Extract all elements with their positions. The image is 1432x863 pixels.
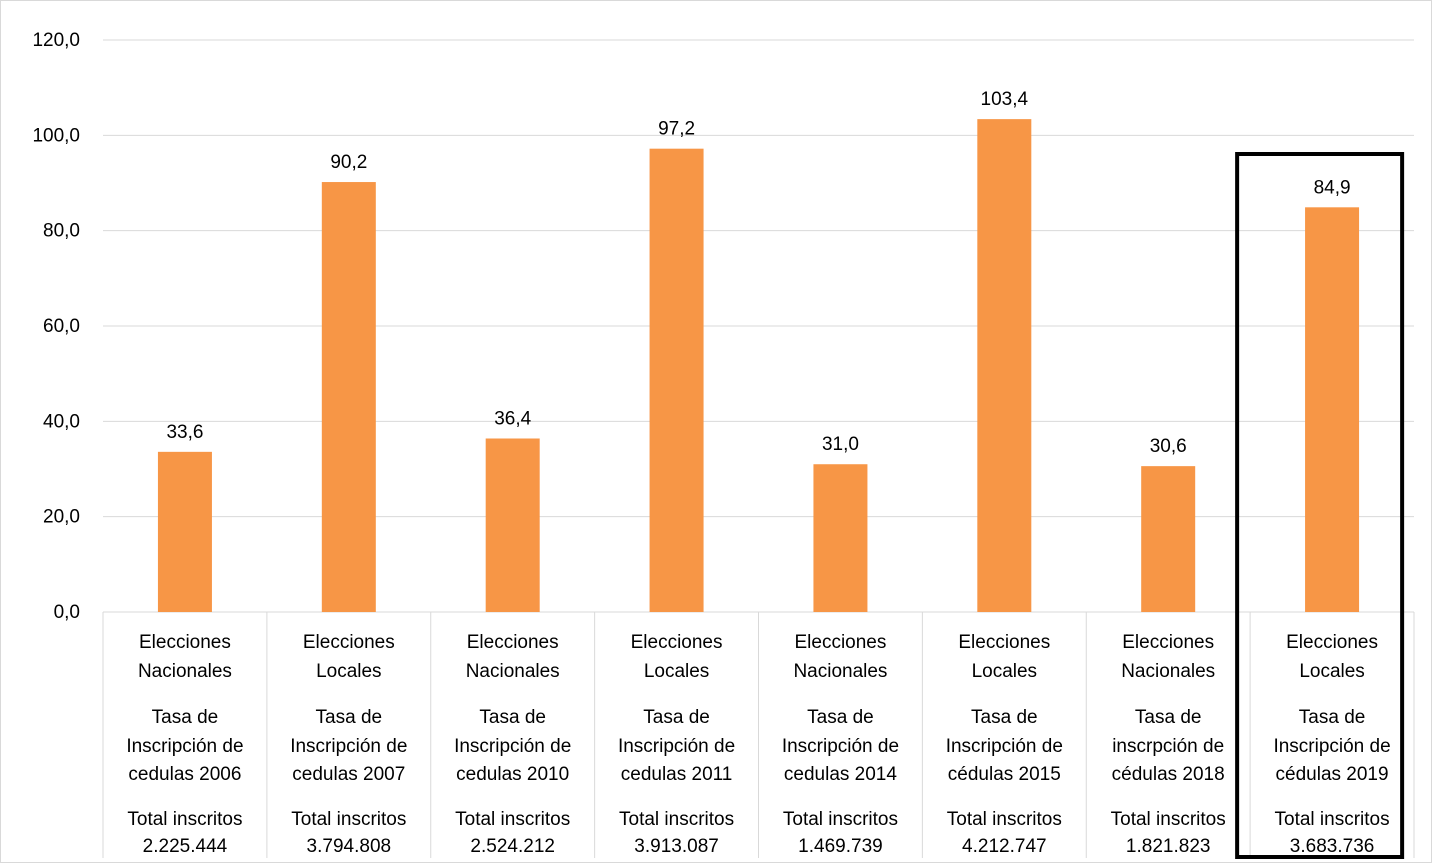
bars: [157, 119, 1360, 613]
bar: [813, 464, 868, 612]
data-label: 30,6: [1150, 436, 1187, 457]
category-group-line1: Elecciones: [1122, 632, 1214, 653]
y-tick-label: 20,0: [43, 507, 80, 528]
data-label: 31,0: [822, 434, 859, 455]
y-tick-label: 80,0: [43, 221, 80, 242]
category-rate-line2: Inscripción de: [618, 736, 735, 757]
y-tick-label: 100,0: [32, 125, 80, 146]
highlight-rectangle: [1235, 152, 1405, 859]
category-group-line1: Elecciones: [303, 632, 395, 653]
category-rate-line1: Tasa de: [643, 707, 710, 728]
category-group-line2: Locales: [972, 661, 1038, 682]
category-rate-line1: Tasa de: [971, 707, 1038, 728]
category-rate-line3: cedulas 2007: [292, 764, 405, 785]
category-table: Elecciones Nacionales Tasa de Inscripción d…: [102, 612, 1415, 858]
bar: [1305, 207, 1360, 612]
category-total-line1: Total inscritos: [783, 809, 898, 830]
category-total-line1: Total inscritos: [127, 809, 242, 830]
bar: [649, 148, 704, 612]
y-tick-label: 0,0: [54, 602, 80, 623]
category-rate-line2: Inscripción de: [454, 736, 571, 757]
gridlines: [103, 39, 1414, 613]
category-group-line1: Elecciones: [631, 632, 723, 653]
category-total-line2: 1.469.739: [798, 836, 883, 857]
category-group-line1: Elecciones: [958, 632, 1050, 653]
category-total-line2: 3.794.808: [307, 836, 392, 857]
category-total-line1: Total inscritos: [455, 809, 570, 830]
y-tick-label: 120,0: [32, 30, 80, 51]
category-total-line2: 1.821.823: [1126, 836, 1211, 857]
y-tick-label: 60,0: [43, 316, 80, 337]
category-group-line2: Nacionales: [793, 661, 887, 682]
category-rate-line2: Inscripción de: [290, 736, 407, 757]
category-group-line2: Nacionales: [466, 661, 560, 682]
category-rate-line3: cédulas 2019: [1276, 764, 1389, 785]
bar: [157, 451, 212, 612]
bar: [485, 438, 540, 612]
category-total-line2: 2.225.444: [143, 836, 228, 857]
category-rate-line2: Inscripción de: [782, 736, 899, 757]
category-group-line2: Locales: [644, 661, 710, 682]
data-label: 33,6: [166, 422, 203, 443]
highlight-box: [1235, 152, 1405, 859]
data-label: 97,2: [658, 119, 695, 140]
category-group-line2: Nacionales: [138, 661, 232, 682]
category-total-line1: Total inscritos: [619, 809, 734, 830]
data-label: 90,2: [330, 152, 367, 173]
category-group-line1: Elecciones: [794, 632, 886, 653]
category-total-line2: 3.683.736: [1290, 836, 1375, 857]
category-rate-line3: cedulas 2006: [128, 764, 241, 785]
category-total-line1: Total inscritos: [947, 809, 1062, 830]
category-rate-line3: cédulas 2015: [948, 764, 1061, 785]
category-rate-line1: Tasa de: [1299, 707, 1366, 728]
category-group-line2: Locales: [1299, 661, 1365, 682]
data-labels: 33,6 90,2 36,4 97,2 31,0 103,4 30,6 84,9: [166, 89, 1350, 457]
category-group-line1: Elecciones: [1286, 632, 1378, 653]
category-group-line1: Elecciones: [467, 632, 559, 653]
category-rate-line1: Tasa de: [316, 707, 383, 728]
y-tick-label: 40,0: [43, 411, 80, 432]
category-group-line1: Elecciones: [139, 632, 231, 653]
bar: [977, 119, 1032, 613]
category-rate-line3: cedulas 2014: [784, 764, 897, 785]
category-rate-line2: Inscripción de: [1273, 736, 1390, 757]
category-total-line1: Total inscritos: [1111, 809, 1226, 830]
category-rate-line2: Inscripción de: [946, 736, 1063, 757]
category-group-line2: Locales: [316, 661, 382, 682]
category-rate-line3: cedulas 2011: [621, 764, 733, 785]
bar: [321, 182, 376, 612]
data-label: 36,4: [494, 408, 531, 429]
category-rate-line1: Tasa de: [479, 707, 546, 728]
category-rate-line1: Tasa de: [1135, 707, 1202, 728]
category-rate-line1: Tasa de: [152, 707, 219, 728]
category-total-line1: Total inscritos: [1275, 809, 1390, 830]
category-total-line1: Total inscritos: [291, 809, 406, 830]
category-rate-line3: cedulas 2010: [456, 764, 569, 785]
y-axis-tick-labels: 0,0 20,0 40,0 60,0 80,0 100,0 120,0: [32, 30, 80, 623]
category-rate-line2: Inscripción de: [126, 736, 243, 757]
category-group-line2: Nacionales: [1121, 661, 1215, 682]
category-total-line2: 4.212.747: [962, 836, 1047, 857]
category-rate-line2: inscrpción de: [1112, 736, 1224, 757]
category-rate-line3: cédulas 2018: [1112, 764, 1225, 785]
bar: [1141, 466, 1196, 612]
category-rate-line1: Tasa de: [807, 707, 874, 728]
category-total-line2: 2.524.212: [470, 836, 555, 857]
data-label: 103,4: [981, 89, 1029, 110]
data-label: 84,9: [1314, 177, 1351, 198]
category-total-line2: 3.913.087: [634, 836, 719, 857]
